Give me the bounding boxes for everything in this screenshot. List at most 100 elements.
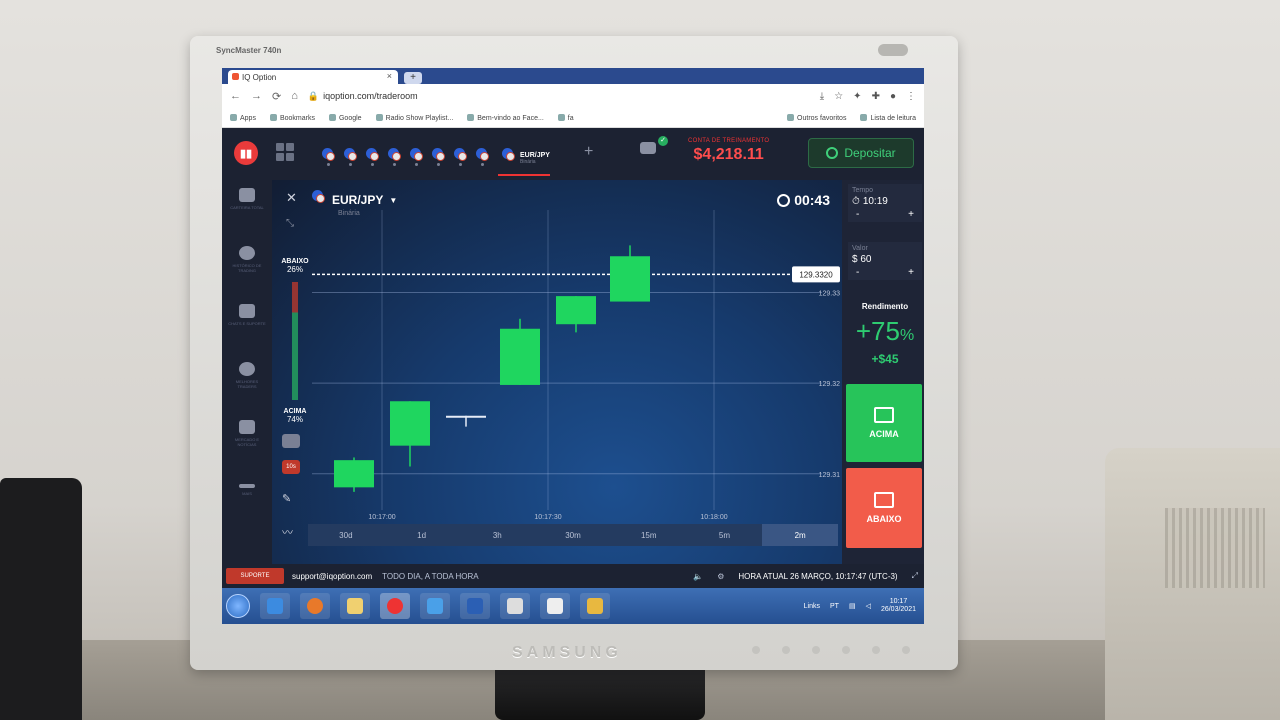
taskbar-word[interactable] (460, 593, 490, 619)
taskbar-chrome[interactable] (380, 593, 410, 619)
asset-tab[interactable] (388, 148, 402, 168)
bookmark-apps[interactable]: Apps (230, 113, 256, 122)
asset-tab[interactable] (344, 148, 358, 168)
asset-tab[interactable] (322, 148, 336, 168)
reload-icon[interactable]: ⟳ (272, 90, 282, 103)
amount-value[interactable]: $ 60 (852, 254, 872, 265)
bookmark-radio[interactable]: Radio Show Playlist... (375, 113, 453, 122)
bookmark-bookmarks[interactable]: Bookmarks (269, 113, 315, 122)
back-icon[interactable]: ← (230, 90, 241, 102)
taskbar-app[interactable] (500, 593, 530, 619)
sidebar-item-history[interactable]: HISTÓRICO DE TRADING (228, 246, 266, 273)
download-icon[interactable]: ⤓ (819, 90, 825, 102)
taskbar-powerpoint[interactable] (540, 593, 570, 619)
sidebar-item-portfolio[interactable]: CARTEIRA TOTAL (228, 188, 266, 210)
fullscreen-icon[interactable]: ⤢ (911, 571, 918, 580)
extension-icon[interactable]: ✦ (853, 90, 862, 102)
settings-icon[interactable]: ⚙ (717, 571, 725, 581)
taskbar-ie[interactable] (260, 593, 290, 619)
add-asset-icon[interactable]: + (584, 143, 594, 160)
speaker-icon[interactable]: ◁ (865, 603, 871, 610)
timeframe-30m[interactable]: 30m (565, 530, 581, 540)
grid-icon[interactable] (276, 143, 294, 161)
time-increase-button[interactable]: + (908, 209, 914, 220)
monitor-brand: SAMSUNG (512, 644, 622, 661)
iqoption-logo-icon[interactable]: ▮▮ (234, 141, 258, 165)
windows-taskbar: Links PT ▤ ◁ 10:17 26/03/2021 (222, 588, 924, 624)
camera-icon[interactable] (640, 142, 656, 154)
home-icon[interactable]: ⌂ (291, 90, 298, 102)
account-balance[interactable]: CONTA DE TREINAMENTO $4,218.11 (688, 138, 769, 164)
start-button[interactable] (226, 594, 250, 618)
support-button[interactable]: SUPORTE (226, 568, 284, 584)
draw-icon[interactable]: ✎ (282, 493, 292, 505)
timeframe-30d[interactable]: 30d (339, 530, 353, 540)
asset-tab[interactable] (366, 148, 380, 168)
new-tab-button[interactable]: + (404, 72, 422, 84)
current-price-badge (792, 266, 840, 283)
deposit-button[interactable]: Depositar (808, 138, 914, 168)
yield-label: Rendimento (861, 302, 909, 311)
sidebar-item-chats[interactable]: CHATS E SUPORTE (228, 304, 266, 326)
bookmark-other[interactable]: Outros favoritos (787, 113, 846, 122)
candle-body (446, 415, 486, 418)
time-value[interactable]: ⏱ 10:19 (852, 196, 888, 207)
links-toolbar[interactable]: Links (803, 602, 820, 610)
time-decrease-button[interactable]: - (856, 209, 860, 220)
avatar[interactable]: ● (889, 90, 896, 102)
bookmark-reading-list[interactable]: Lista de leitura (860, 113, 916, 122)
tray-clock[interactable]: 10:17 26/03/2021 (880, 598, 916, 613)
asset-tab[interactable] (410, 148, 424, 168)
yield-amount: +$45 (871, 352, 899, 366)
indicators-icon[interactable] (282, 434, 300, 448)
timeframe-5m[interactable]: 5m (718, 530, 731, 540)
language-indicator[interactable]: PT (829, 602, 839, 610)
close-icon[interactable]: ✕ (286, 190, 297, 205)
close-tab-icon[interactable]: × (386, 71, 392, 81)
timeframe-15m[interactable]: 15m (640, 530, 657, 540)
chart-type-icon[interactable]: 〰 (282, 527, 293, 539)
pair-selector[interactable]: EUR/JPY ▼ Binária (312, 190, 397, 217)
menu-icon[interactable]: ⋮ (906, 90, 916, 102)
taskbar-other[interactable] (580, 593, 610, 619)
bookmark-fa[interactable]: fa (557, 113, 574, 122)
forward-icon[interactable]: → (251, 90, 262, 102)
network-icon[interactable]: ▤ (848, 603, 856, 610)
buy-down-button[interactable]: ABAIXO (846, 468, 922, 548)
taskbar-explorer[interactable] (340, 593, 370, 619)
sidebar-item-more[interactable]: MAIS (228, 478, 266, 496)
volume-icon[interactable]: 🔈 (693, 571, 704, 581)
amount-increase-button[interactable]: + (908, 267, 914, 278)
sidebar-item-leaderboard[interactable]: MELHORES TRADERS (228, 362, 266, 389)
timeframe-3h[interactable]: 3h (492, 530, 502, 540)
asset-tab[interactable] (454, 148, 468, 168)
sentiment-up-pct: 74% (286, 415, 303, 424)
asset-tab-active[interactable]: EUR/JPY Binária (498, 148, 550, 176)
expiry-timer: 00:43 (777, 192, 830, 208)
bookmark-google[interactable]: Google (328, 113, 362, 122)
support-email[interactable]: support@iqoption.com (292, 571, 373, 581)
browser-tab[interactable]: IQ Option × (228, 70, 398, 84)
chart-area[interactable]: 129.33 129.32 129.31 10:17:00 10:17:30 10:18:… (272, 180, 842, 564)
arrow-up-icon (874, 407, 894, 423)
bookmark-facebook[interactable]: Bem-vindo ao Face... (467, 113, 544, 122)
taskbar-firefox[interactable] (300, 593, 330, 619)
timeframe-2m[interactable]: 2m (762, 524, 839, 546)
amount-box: Valor $ 60 - + (848, 242, 922, 280)
briefcase-icon (239, 188, 255, 202)
monitor-buttons[interactable] (752, 646, 910, 654)
timeframe-1d[interactable]: 1d (417, 530, 427, 540)
star-icon[interactable]: ☆ (834, 90, 844, 102)
amount-decrease-button[interactable]: - (856, 267, 860, 278)
price-chart[interactable]: 129.33 129.32 129.31 10:17:00 10:17:30 10:18:… (272, 180, 842, 564)
collapse-icon[interactable]: ⤡ (286, 218, 294, 229)
timeframe-tool[interactable]: 10s (282, 460, 300, 474)
sidebar-item-news[interactable]: MERCADO E NOTÍCIAS (228, 420, 266, 447)
asset-tab[interactable] (476, 148, 490, 168)
buy-up-button[interactable]: ACIMA (846, 384, 922, 462)
taskbar-media[interactable] (420, 593, 450, 619)
url-field[interactable]: 🔒 iqoption.com/traderoom (307, 90, 418, 102)
asset-tab[interactable] (432, 148, 446, 168)
puzzle-icon[interactable]: ✚ (871, 90, 880, 102)
chat-icon (239, 304, 255, 318)
